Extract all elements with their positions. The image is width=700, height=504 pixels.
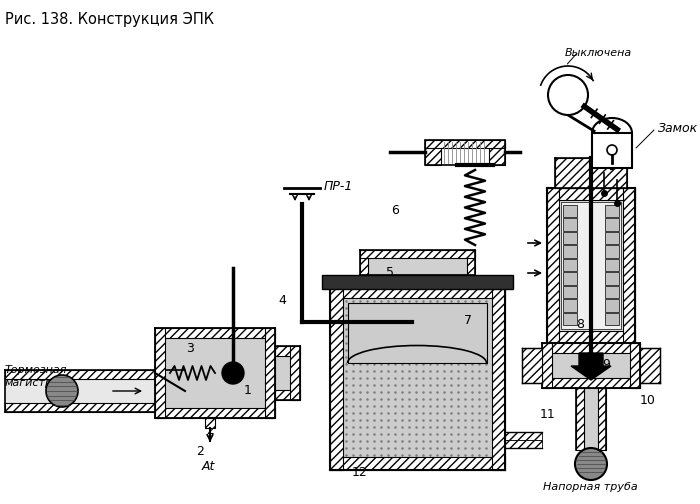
Bar (563, 218, 577, 231)
Bar (547, 188, 559, 343)
Bar (322, 275, 513, 289)
Bar (5, 403, 185, 412)
Bar (547, 331, 635, 343)
Text: 8: 8 (576, 319, 584, 332)
Bar (563, 312, 577, 325)
Bar (605, 205, 619, 217)
Text: 4: 4 (278, 293, 286, 306)
Text: Выключена: Выключена (565, 48, 632, 58)
Bar (425, 140, 505, 165)
Bar (155, 328, 275, 338)
Text: 10: 10 (640, 394, 656, 407)
Bar (265, 328, 275, 418)
Bar (330, 285, 505, 298)
Bar (605, 286, 619, 298)
Bar (630, 343, 640, 388)
Bar (155, 408, 275, 418)
Text: Тормозная: Тормозная (5, 365, 67, 375)
Text: 7: 7 (464, 313, 472, 327)
Bar (275, 346, 300, 400)
Circle shape (575, 448, 607, 480)
Text: магистраль: магистраль (5, 378, 74, 388)
Bar (605, 245, 619, 258)
Bar (605, 312, 619, 325)
Bar (605, 272, 619, 285)
Bar (275, 346, 300, 356)
Bar (5, 370, 185, 379)
Bar (155, 328, 275, 418)
Bar (623, 188, 635, 343)
Text: Замок: Замок (658, 121, 698, 135)
Bar (425, 140, 441, 165)
Bar (605, 218, 619, 231)
Bar (155, 328, 165, 418)
Text: At: At (202, 460, 215, 473)
Bar (489, 140, 505, 165)
Circle shape (548, 75, 588, 115)
Bar (492, 285, 505, 470)
Bar (561, 202, 621, 329)
Polygon shape (571, 353, 611, 380)
Text: 1: 1 (244, 384, 252, 397)
Bar (290, 346, 300, 400)
Bar (605, 259, 619, 271)
Bar (563, 272, 577, 285)
Text: 5: 5 (386, 266, 394, 279)
Text: 12: 12 (352, 466, 368, 478)
Text: 2: 2 (206, 423, 214, 436)
Bar (563, 232, 577, 244)
Bar (563, 299, 577, 311)
Bar (360, 250, 475, 258)
Bar (165, 338, 265, 408)
Bar (425, 140, 505, 148)
Text: 6: 6 (391, 204, 399, 217)
Bar (542, 378, 640, 388)
Text: ПР-1: ПР-1 (324, 179, 354, 193)
Bar (542, 343, 640, 388)
Bar (563, 259, 577, 271)
Bar (542, 343, 552, 388)
Bar (598, 388, 606, 450)
Circle shape (222, 362, 244, 384)
Text: Рис. 138. Конструкция ЭПК: Рис. 138. Конструкция ЭПК (5, 12, 214, 27)
Text: Напорная труба: Напорная труба (543, 482, 638, 492)
Bar (542, 343, 640, 353)
Bar (330, 285, 505, 470)
Bar (563, 286, 577, 298)
Bar (360, 250, 368, 275)
Circle shape (46, 375, 78, 407)
Bar (505, 432, 542, 448)
Bar (330, 285, 343, 470)
Bar (467, 250, 475, 275)
Bar (275, 390, 300, 400)
Text: 2: 2 (196, 445, 204, 458)
Bar (584, 388, 598, 450)
Bar (360, 250, 475, 275)
Text: 11: 11 (540, 409, 556, 421)
Bar (555, 158, 627, 188)
Bar (547, 188, 635, 343)
Bar (5, 370, 185, 412)
Text: 3: 3 (186, 342, 194, 354)
Bar (592, 133, 632, 168)
Bar (330, 457, 505, 470)
Bar (547, 188, 635, 200)
Bar (522, 348, 542, 383)
Bar (576, 388, 584, 450)
Bar (563, 205, 577, 217)
Text: 9: 9 (602, 358, 610, 371)
Bar (605, 299, 619, 311)
Bar (348, 303, 487, 363)
Bar (563, 245, 577, 258)
Bar (640, 348, 660, 383)
Bar (505, 440, 542, 448)
Bar (505, 432, 542, 440)
Bar (605, 232, 619, 244)
Bar (205, 418, 215, 428)
